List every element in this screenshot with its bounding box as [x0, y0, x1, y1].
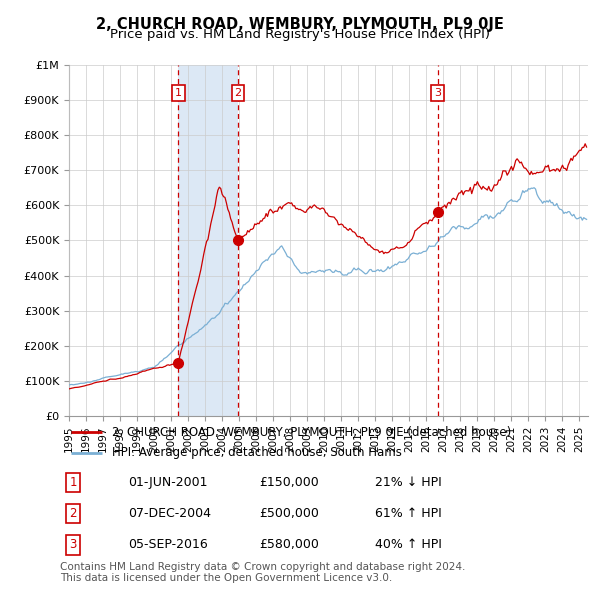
Text: 05-SEP-2016: 05-SEP-2016 — [128, 538, 208, 551]
Text: £580,000: £580,000 — [260, 538, 319, 551]
Text: Contains HM Land Registry data © Crown copyright and database right 2024.
This d: Contains HM Land Registry data © Crown c… — [60, 562, 466, 584]
Text: 21% ↓ HPI: 21% ↓ HPI — [375, 476, 442, 489]
Text: 3: 3 — [70, 538, 77, 551]
Text: 2: 2 — [70, 507, 77, 520]
Text: 1: 1 — [175, 88, 182, 98]
Text: £150,000: £150,000 — [260, 476, 319, 489]
Text: £500,000: £500,000 — [260, 507, 319, 520]
Text: HPI: Average price, detached house, South Hams: HPI: Average price, detached house, Sout… — [113, 446, 403, 459]
Text: Price paid vs. HM Land Registry's House Price Index (HPI): Price paid vs. HM Land Registry's House … — [110, 28, 490, 41]
Text: 2, CHURCH ROAD, WEMBURY, PLYMOUTH, PL9 0JE (detached house): 2, CHURCH ROAD, WEMBURY, PLYMOUTH, PL9 0… — [113, 425, 512, 438]
Text: 61% ↑ HPI: 61% ↑ HPI — [375, 507, 442, 520]
Text: 1: 1 — [70, 476, 77, 489]
Text: 07-DEC-2004: 07-DEC-2004 — [128, 507, 211, 520]
Text: 01-JUN-2001: 01-JUN-2001 — [128, 476, 208, 489]
Text: 2: 2 — [235, 88, 242, 98]
Bar — [178, 65, 238, 416]
Text: 40% ↑ HPI: 40% ↑ HPI — [375, 538, 442, 551]
Text: 2, CHURCH ROAD, WEMBURY, PLYMOUTH, PL9 0JE: 2, CHURCH ROAD, WEMBURY, PLYMOUTH, PL9 0… — [96, 17, 504, 31]
Text: 3: 3 — [434, 88, 441, 98]
